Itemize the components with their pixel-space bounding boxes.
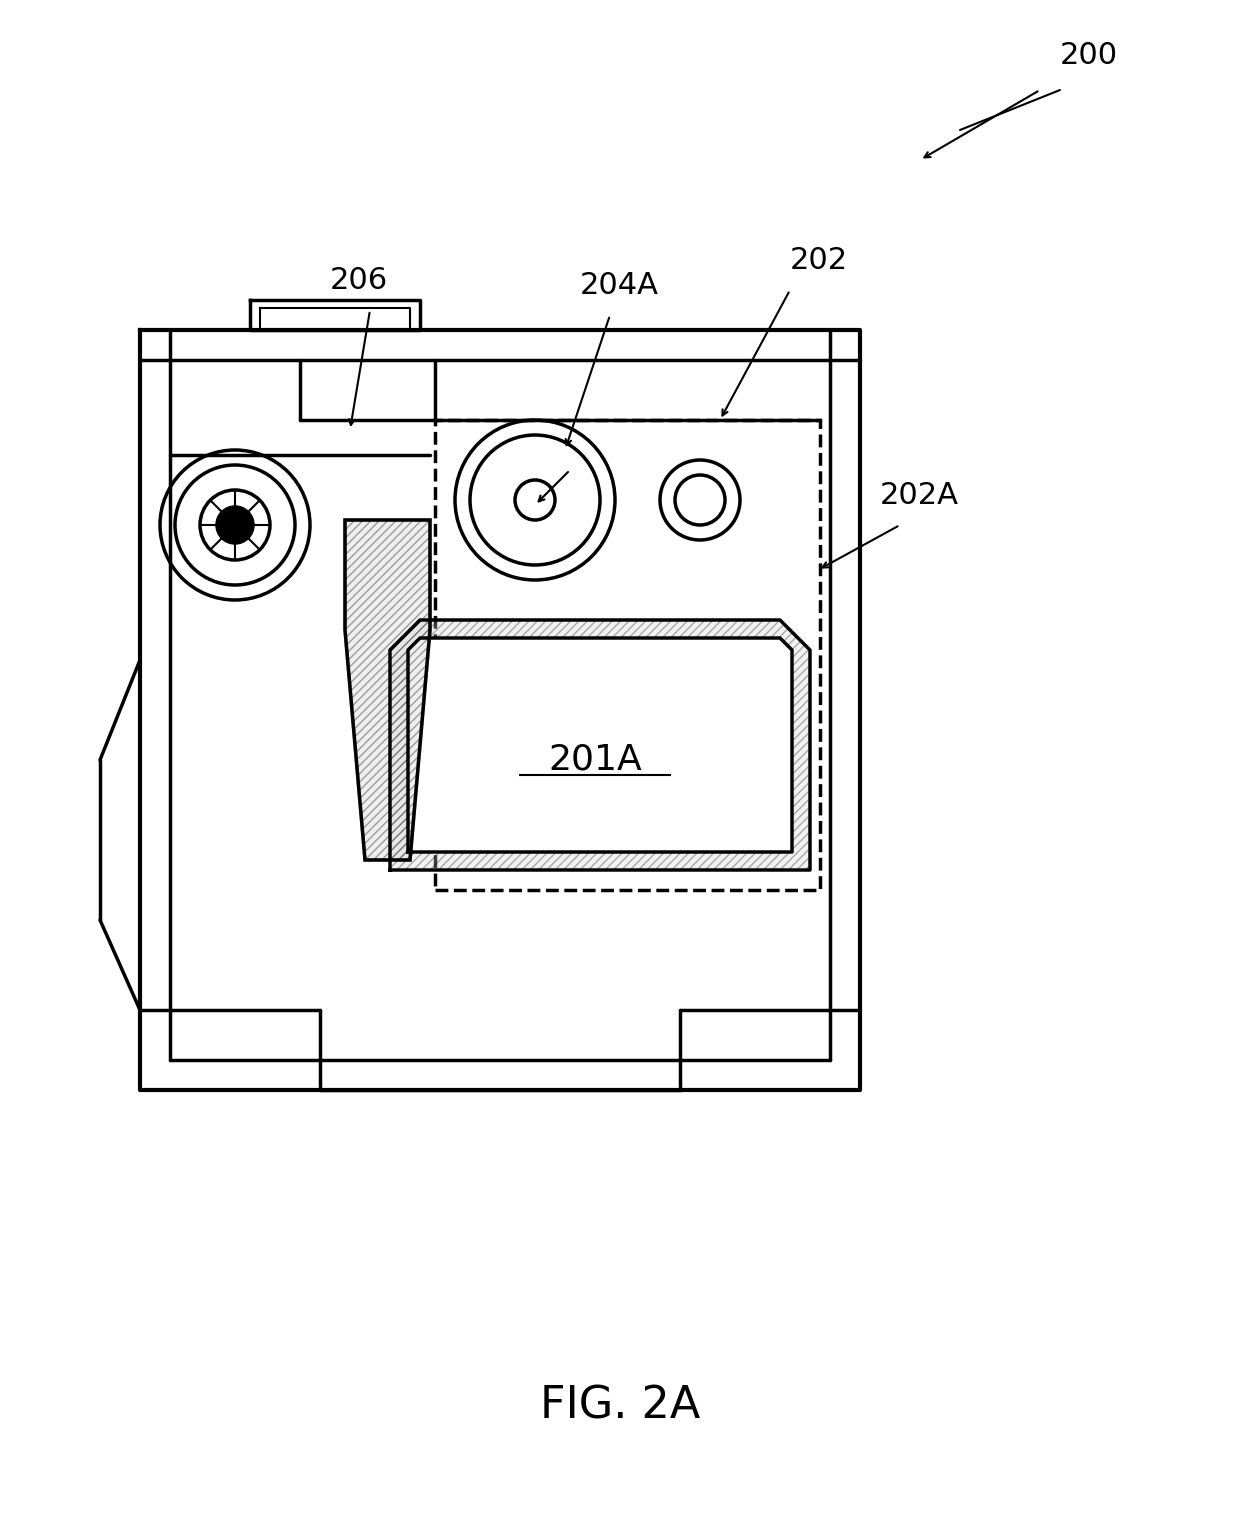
Polygon shape	[408, 637, 792, 852]
Polygon shape	[345, 521, 430, 860]
Text: 201A: 201A	[548, 743, 642, 777]
Bar	[435, 419, 820, 889]
Text: 202: 202	[790, 246, 848, 275]
Text: FIG. 2A: FIG. 2A	[539, 1384, 701, 1427]
Text: 206: 206	[330, 266, 388, 295]
Circle shape	[217, 507, 253, 544]
Text: 200: 200	[1060, 41, 1118, 71]
Text: 204A: 204A	[580, 270, 658, 300]
Text: 202A: 202A	[880, 481, 959, 510]
Polygon shape	[391, 621, 810, 869]
